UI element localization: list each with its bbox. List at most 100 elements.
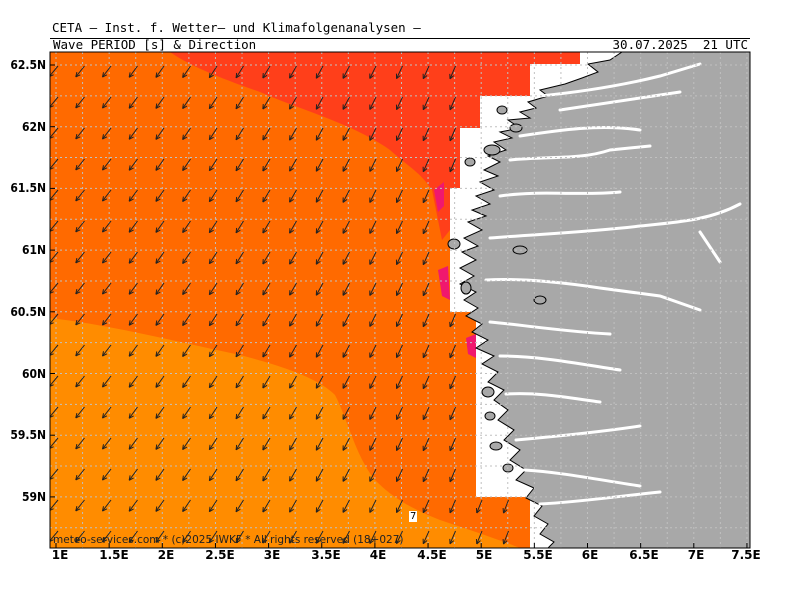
wave-direction-arrow (342, 189, 350, 203)
wave-direction-arrow (128, 96, 138, 109)
wave-direction-arrow (101, 282, 112, 295)
wave-direction-arrow (315, 530, 324, 544)
wave-direction-arrow (235, 127, 244, 141)
wave-direction-arrow (289, 437, 297, 451)
lat-tick-62-5: 62.5N (10, 58, 46, 72)
wave-direction-arrow (155, 530, 165, 543)
wave-direction-arrow (449, 375, 456, 390)
wave-direction-arrow (182, 127, 191, 141)
isoline-label: 7 (409, 511, 418, 522)
wave-direction-arrow (342, 127, 350, 141)
wave-direction-arrow (369, 96, 377, 110)
wave-direction-arrow (75, 375, 85, 388)
wave-direction-arrow (342, 96, 350, 110)
wave-direction-arrow (182, 406, 191, 420)
wave-direction-arrow (75, 220, 85, 233)
wave-direction-arrow (128, 313, 138, 326)
credit-text: meteo-services.com * (c)2025 IWKF * All … (53, 534, 404, 546)
wave-direction-arrow (395, 127, 403, 142)
wave-direction-arrow (155, 344, 165, 357)
wave-direction-arrow (369, 282, 377, 296)
wave-direction-arrow (101, 406, 112, 419)
wave-direction-arrow (449, 344, 456, 359)
wave-direction-arrow (475, 499, 483, 514)
wave-direction-arrow (262, 65, 271, 79)
wave-direction-arrow (342, 65, 350, 79)
wave-direction-arrow (75, 530, 85, 543)
wave-direction-arrow (235, 251, 244, 265)
period-field-9 (170, 52, 580, 240)
wave-direction-arrow (155, 189, 165, 202)
wave-direction-arrow (315, 375, 324, 389)
wave-direction-arrow (101, 220, 112, 233)
wave-direction-arrow (395, 499, 403, 514)
wave-direction-arrow (208, 96, 218, 110)
wave-direction-arrow (75, 499, 85, 512)
wave-direction-arrow (342, 251, 350, 265)
wave-direction-arrow (128, 406, 138, 419)
wave-direction-arrow (342, 282, 350, 296)
islands (447, 105, 547, 473)
wave-direction-arrow (422, 282, 430, 297)
wave-direction-arrow (395, 313, 403, 328)
lon-tick-6: 6E (581, 548, 599, 562)
wave-direction-arrow (289, 220, 297, 234)
wave-direction-arrow (101, 344, 112, 357)
wave-direction-arrow (182, 65, 191, 79)
wave-direction-arrows (50, 65, 509, 545)
lon-tick-2-5: 2.5E (205, 548, 235, 562)
wave-direction-arrow (75, 344, 85, 357)
wave-direction-arrow (395, 189, 403, 204)
wave-direction-arrow (342, 530, 350, 544)
wave-direction-arrow (315, 65, 324, 79)
wave-direction-arrow (75, 65, 85, 78)
wave-direction-arrow (155, 220, 165, 233)
period-field-10 (466, 334, 476, 358)
wave-direction-arrow (128, 499, 138, 512)
lon-tick-3: 3E (263, 548, 281, 562)
wave-direction-arrow (101, 127, 112, 140)
wave-direction-arrow (235, 158, 244, 172)
wave-direction-arrow (75, 127, 85, 140)
wave-direction-arrow (75, 251, 85, 264)
wave-direction-arrow (155, 313, 165, 326)
wave-direction-arrow (208, 406, 218, 420)
wave-direction-arrow (289, 499, 297, 513)
wave-direction-arrow (422, 499, 430, 514)
wave-direction-arrow (128, 220, 138, 233)
wave-direction-arrow (208, 530, 218, 544)
wave-direction-arrow (75, 189, 85, 202)
wave-direction-arrow (315, 251, 324, 265)
wave-direction-arrow (315, 406, 324, 420)
wave-direction-arrow (369, 344, 377, 358)
wave-direction-arrow (342, 158, 350, 172)
wave-direction-arrow (235, 530, 244, 544)
wave-direction-arrow (369, 437, 377, 451)
wave-direction-arrow (75, 158, 85, 171)
wave-direction-arrow (182, 344, 191, 358)
wave-direction-arrow (289, 158, 297, 172)
wave-direction-arrow (262, 375, 271, 389)
wave-direction-arrow (369, 468, 377, 482)
wave-direction-arrow (182, 251, 191, 265)
wave-direction-arrow (289, 282, 297, 296)
wave-direction-arrow (101, 499, 112, 512)
lon-tick-1: 1E (51, 548, 69, 562)
wave-direction-arrow (262, 468, 271, 482)
wave-direction-arrow (369, 158, 377, 172)
wave-direction-arrow (315, 344, 324, 358)
period-field-10 (434, 182, 444, 212)
wave-direction-arrow (235, 375, 244, 389)
wave-direction-arrow (155, 499, 165, 512)
wave-direction-arrow (101, 65, 112, 78)
wave-direction-arrow (128, 375, 138, 388)
wave-direction-arrow (369, 65, 377, 79)
wave-direction-arrow (235, 499, 244, 513)
wave-direction-arrow (422, 437, 430, 452)
wave-direction-arrow (75, 406, 85, 419)
wave-direction-arrow (155, 375, 165, 388)
wave-direction-arrow (422, 375, 430, 390)
lat-tick-61-5: 61.5N (10, 181, 46, 195)
wave-direction-arrow (128, 344, 138, 357)
